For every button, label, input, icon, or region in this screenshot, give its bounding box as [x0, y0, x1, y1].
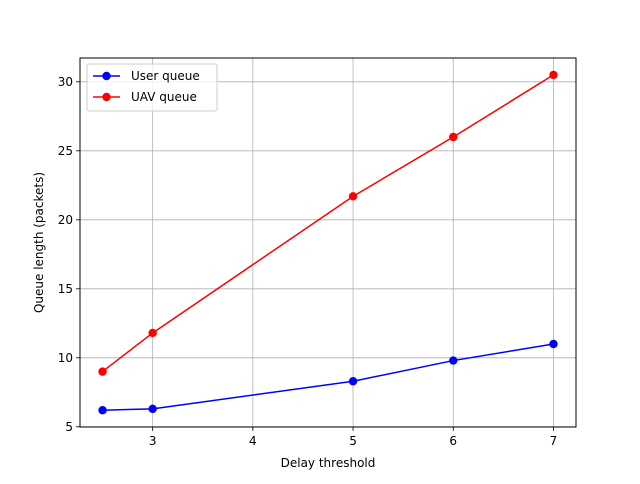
y-tick-label: 30 [58, 75, 73, 89]
plot-frame [79, 57, 577, 428]
x-tick-label: 7 [550, 434, 558, 448]
x-axis-label: Delay threshold [281, 456, 376, 470]
y-tick-label: 20 [58, 213, 73, 227]
data-point [549, 339, 558, 349]
grid [80, 58, 576, 428]
x-tick-label: 5 [349, 434, 357, 448]
x-tick-label: 3 [149, 434, 157, 448]
legend: User queue UAV queue [86, 63, 218, 112]
data-point [449, 132, 458, 142]
legend-label: User queue [131, 69, 200, 83]
y-tick-label: 15 [58, 282, 73, 296]
data-point [98, 367, 107, 376]
data-point [148, 328, 157, 338]
data-point [348, 192, 358, 201]
data-point [98, 406, 107, 415]
y-tick-label: 25 [58, 144, 73, 158]
legend-marker [102, 92, 111, 102]
ticks: 3 4 5 6 7 5 10 15 20 25 30 [58, 75, 558, 448]
data-point [148, 404, 157, 414]
series-user-queue [98, 339, 558, 415]
legend-item: UAV queue [93, 90, 197, 104]
series-layer [98, 70, 558, 415]
y-tick-label: 10 [58, 351, 73, 365]
x-tick-label: 6 [449, 434, 457, 448]
series-uav-queue [98, 70, 558, 376]
legend-label: UAV queue [131, 90, 197, 104]
data-point [348, 377, 358, 386]
data-point [449, 356, 458, 365]
data-point [549, 70, 558, 80]
y-tick-label: 5 [65, 420, 73, 434]
legend-item: User queue [93, 69, 200, 83]
x-tick-label: 4 [249, 434, 257, 448]
y-axis-label: Queue length (packets) [32, 172, 46, 313]
legend-marker [102, 71, 111, 81]
